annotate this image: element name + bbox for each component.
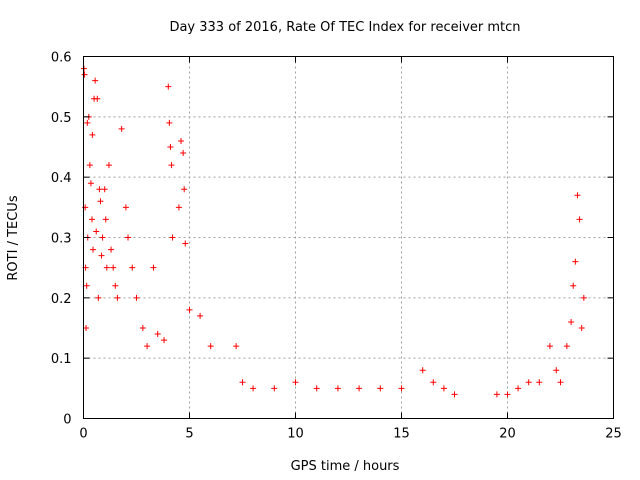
data-point	[96, 186, 103, 193]
data-point	[181, 186, 188, 193]
data-point	[398, 385, 405, 392]
data-point	[553, 367, 560, 374]
data-point	[95, 294, 102, 301]
data-points	[80, 65, 587, 398]
grid-layer	[83, 56, 614, 419]
data-point	[334, 385, 341, 392]
y-tick-label: 0.4	[51, 171, 72, 186]
y-tick-label: 0	[63, 413, 71, 428]
x-tick-label: 5	[185, 427, 193, 442]
data-point	[122, 204, 129, 211]
data-point	[493, 391, 500, 398]
data-point	[207, 343, 214, 350]
data-point	[83, 282, 90, 289]
data-point	[233, 343, 240, 350]
data-point	[239, 379, 246, 386]
data-point	[88, 216, 95, 223]
data-point	[515, 385, 522, 392]
data-point	[377, 385, 384, 392]
data-point	[536, 379, 543, 386]
data-point	[103, 264, 110, 271]
data-point	[129, 264, 136, 271]
data-point	[86, 162, 93, 169]
y-tick-label: 0.1	[51, 352, 72, 367]
data-point	[175, 204, 182, 211]
y-tick-label: 0.2	[51, 292, 72, 307]
data-point	[197, 312, 204, 319]
data-point	[576, 216, 583, 223]
data-point	[250, 385, 257, 392]
data-point	[118, 125, 125, 132]
data-point	[563, 343, 570, 350]
data-point	[92, 77, 99, 84]
x-tick-label: 15	[393, 427, 410, 442]
data-point	[572, 258, 579, 265]
data-point	[167, 144, 174, 150]
data-point	[89, 131, 96, 138]
y-axis-label: ROTI / TECUs	[6, 195, 21, 280]
data-point	[112, 282, 119, 289]
data-point	[557, 379, 564, 386]
chart-title: Day 333 of 2016, Rate Of TEC Index for r…	[169, 20, 520, 35]
y-tick-label: 0.3	[51, 232, 72, 247]
data-point	[139, 325, 146, 331]
data-point	[102, 216, 109, 223]
data-point	[419, 367, 426, 374]
data-point	[504, 391, 511, 398]
data-point	[99, 234, 106, 241]
y-tick-label: 0.6	[51, 51, 72, 66]
data-point	[546, 343, 553, 350]
data-point	[90, 246, 97, 253]
data-point	[169, 234, 176, 241]
data-point	[356, 385, 363, 392]
data-point	[313, 385, 320, 392]
x-tick-label: 10	[287, 427, 304, 442]
data-point	[161, 337, 168, 344]
data-point	[178, 137, 185, 144]
data-point	[451, 391, 458, 398]
x-tick-label: 25	[605, 427, 622, 442]
data-point	[168, 162, 175, 169]
data-point	[440, 385, 447, 392]
data-point	[101, 186, 108, 193]
data-point	[105, 162, 112, 169]
data-point	[114, 294, 121, 301]
data-point	[578, 325, 585, 331]
data-point	[180, 150, 187, 157]
data-point	[125, 234, 132, 241]
data-point	[84, 119, 91, 126]
data-point	[292, 379, 299, 386]
data-point	[94, 95, 101, 102]
data-point	[81, 71, 88, 78]
x-tick-label: 20	[499, 427, 516, 442]
data-point	[166, 119, 173, 126]
x-axis-label: GPS time / hours	[291, 459, 400, 474]
data-point	[430, 379, 437, 386]
data-point	[574, 192, 581, 199]
data-point	[110, 264, 117, 271]
y-tick-label: 0.5	[51, 111, 72, 126]
data-point	[108, 246, 115, 253]
data-point	[580, 294, 587, 301]
data-point	[186, 306, 193, 313]
data-point	[144, 343, 151, 350]
data-point	[568, 318, 575, 325]
data-point	[182, 240, 189, 247]
x-tick-label: 0	[79, 427, 87, 442]
data-point	[165, 83, 172, 90]
data-point	[271, 385, 278, 392]
data-point	[150, 264, 157, 271]
data-point	[570, 282, 577, 289]
data-point	[98, 252, 105, 259]
data-point	[83, 325, 90, 331]
data-point	[525, 379, 532, 386]
data-point	[97, 198, 104, 205]
data-point	[154, 331, 161, 338]
ticks-layer: 0 5 10 15 20 25 0 0.1 0.2 0.3 0.4 0.5 0.6	[51, 51, 622, 442]
data-point	[93, 228, 100, 235]
data-point	[133, 294, 140, 301]
data-point	[87, 180, 94, 187]
